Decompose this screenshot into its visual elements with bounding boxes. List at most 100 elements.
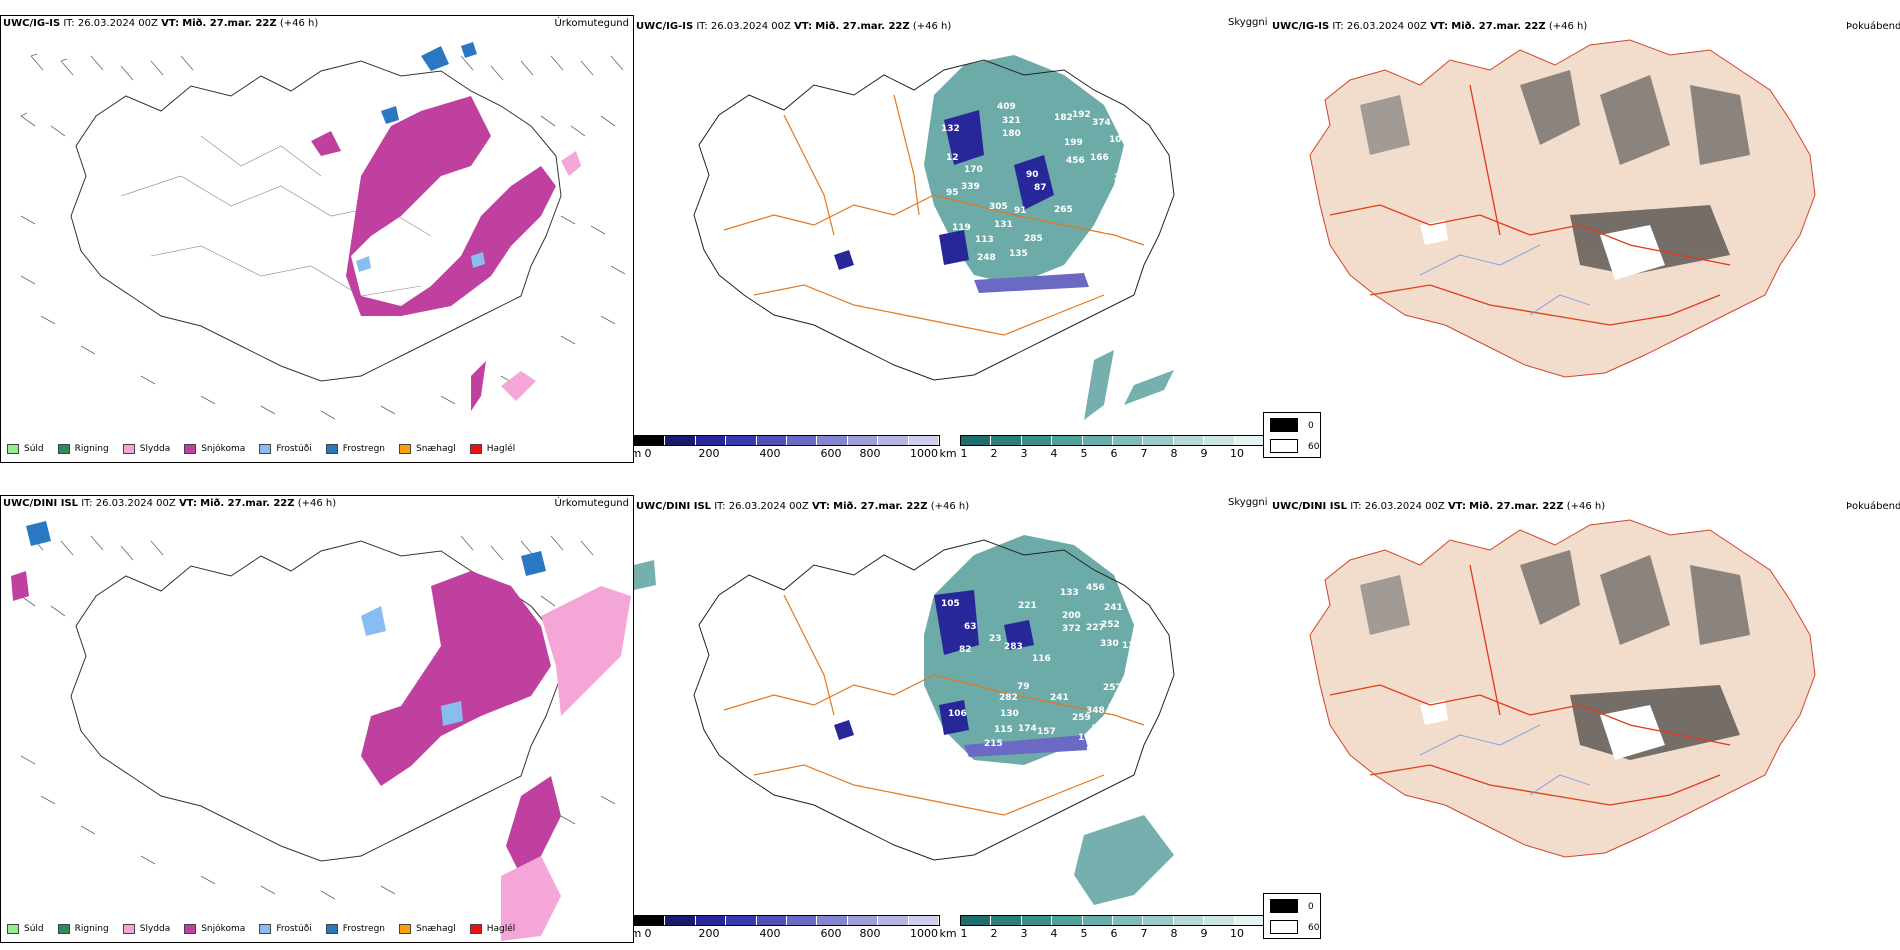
visibility-blue-blobs	[834, 110, 1089, 293]
swatch-snow-pellets	[399, 444, 412, 454]
legend-snow: Snjókoma	[184, 444, 245, 454]
precip-type-map	[11, 521, 631, 941]
visibility-colorbar-km-labels: km 1 2 3 4 5 6 7 8 9 10	[939, 447, 1244, 460]
visibility-title: Skyggni	[1228, 497, 1268, 508]
legend-drizzle: Súld	[7, 444, 44, 454]
visibility-map	[634, 535, 1175, 905]
init-value: 26.03.2024 00Z	[77, 18, 158, 29]
swatch-drizzle	[7, 444, 19, 454]
legend-freezing-drizzle: Frostúði	[259, 444, 312, 454]
swatch-freezing-rain	[325, 444, 338, 454]
legend-hail: Haglél	[469, 444, 515, 454]
header-row1-fog: UWC/IG-IS IT: 26.03.2024 00Z VT: Mið. 27…	[1272, 21, 1588, 32]
visibility-colorbar-m	[634, 435, 940, 446]
fog-legend-row2: 0 60	[1263, 893, 1321, 939]
freezing-rain-areas	[26, 521, 546, 576]
fog-panel-row1: UWC/IG-IS IT: 26.03.2024 00Z VT: Mið. 27…	[1270, 15, 1900, 463]
visibility-colorbar-m	[634, 915, 940, 926]
swatch-rain	[57, 924, 70, 934]
init-label: IT:	[63, 18, 75, 29]
swatch-snow	[184, 924, 197, 934]
header-row1-vis: UWC/IG-IS IT: 26.03.2024 00Z VT: Mið. 27…	[636, 21, 952, 32]
precip-legend: Súld Rigning Slydda Snjókoma Frostúði Fr…	[7, 924, 529, 934]
header-row2-precip: UWC/DINI ISL IT: 26.03.2024 00Z VT: Mið.…	[3, 498, 337, 509]
road-network	[1329, 84, 1731, 326]
fog-title: Þokuábendi	[1846, 501, 1900, 512]
swatch-snow	[184, 444, 197, 454]
unit-km: km	[939, 447, 957, 460]
swatch-freezing-rain	[325, 924, 338, 934]
swatch-snow-pellets	[399, 924, 412, 934]
valid-value: Mið. 27.mar. 22Z	[182, 18, 277, 29]
visibility-teal-sea	[1084, 350, 1174, 420]
visibility-blue-blobs	[834, 590, 1089, 757]
road-network	[1329, 564, 1731, 806]
glaciers	[1420, 700, 1665, 760]
precip-type-panel-row1: UWC/IG-IS IT: 26.03.2024 00Z VT: Mið. 27…	[0, 15, 634, 463]
freezing-drizzle-areas	[361, 606, 463, 726]
precip-legend: Súld Rigning Slydda Snjókoma Frostúði Fr…	[7, 444, 529, 454]
swatch-sleet	[122, 924, 135, 934]
iceland-outline	[70, 60, 562, 382]
wind-barbs	[20, 535, 616, 900]
snow-areas	[311, 96, 556, 411]
fog-swatch-high	[1270, 418, 1298, 432]
swatch-hail	[469, 444, 482, 454]
valid-label: VT:	[161, 18, 180, 29]
legend-rain: Rigning	[57, 444, 109, 454]
legend-snow-pellets: Snæhagl	[399, 444, 456, 454]
precip-type-title: Úrkomutegund	[554, 18, 629, 29]
precip-type-title: Úrkomutegund	[554, 498, 629, 509]
iceland-outline	[693, 539, 1175, 861]
snow-areas	[11, 571, 561, 876]
fog-swatch-low	[1270, 920, 1298, 934]
visibility-title: Skyggni	[1228, 17, 1268, 28]
model-name: UWC/IG-IS	[3, 18, 61, 29]
fog-legend-row1: 0 60	[1263, 412, 1321, 458]
iceland-outline	[693, 59, 1175, 381]
iceland-land-fill	[1309, 519, 1816, 858]
swatch-hail	[469, 924, 482, 934]
visibility-panel-row1: UWC/IG-IS IT: 26.03.2024 00Z VT: Mið. 27…	[634, 15, 1270, 463]
visibility-teal-area	[924, 535, 1134, 765]
header-row2-vis: UWC/DINI ISL IT: 26.03.2024 00Z VT: Mið.…	[636, 501, 970, 512]
fog-swatch-low	[1270, 439, 1298, 453]
visibility-teal-sea	[634, 560, 1174, 905]
fog-title: Þokuábendi	[1846, 21, 1900, 32]
swatch-rain	[57, 444, 70, 454]
header-row1-precip: UWC/IG-IS IT: 26.03.2024 00Z VT: Mið. 27…	[3, 18, 318, 29]
rivers	[1419, 724, 1591, 796]
header-row2-fog: UWC/DINI ISL IT: 26.03.2024 00Z VT: Mið.…	[1272, 501, 1606, 512]
glaciers	[1420, 220, 1665, 280]
fog-swatch-high	[1270, 899, 1298, 913]
road-network	[723, 594, 1145, 816]
iceland-land-fill	[1309, 39, 1816, 378]
fog-map	[1309, 519, 1816, 858]
sleet-areas	[501, 151, 581, 401]
fog-panel-row2: UWC/DINI ISL IT: 26.03.2024 00Z VT: Mið.…	[1270, 495, 1900, 943]
lead-time: (+46 h)	[279, 18, 319, 29]
legend-freezing-rain: Frostregn	[325, 444, 385, 454]
visibility-colorbar-m-labels: m 0 200 400 600 800 1000	[634, 447, 940, 461]
legend-sleet: Slydda	[122, 444, 170, 454]
unit-m: m	[634, 447, 642, 460]
visibility-colorbar-km	[960, 435, 1266, 446]
freezing-rain-areas	[381, 42, 477, 124]
fog-map	[1309, 39, 1816, 378]
visibility-panel-row2: UWC/DINI ISL IT: 26.03.2024 00Z VT: Mið.…	[634, 495, 1270, 943]
swatch-sleet	[122, 444, 135, 454]
visibility-colorbar-km-labels: km 1 2 3 4 5 6 7 8 9 10	[939, 927, 1244, 940]
swatch-freezing-drizzle	[259, 444, 272, 454]
visibility-colorbar-m-labels: m 0 200 400 600 800 1000	[634, 927, 938, 940]
wind-barbs	[20, 53, 626, 420]
swatch-drizzle	[7, 924, 19, 934]
sleet-areas	[501, 586, 631, 941]
freezing-drizzle-areas	[356, 252, 485, 272]
precip-type-panel-row2: UWC/DINI ISL IT: 26.03.2024 00Z VT: Mið.…	[0, 495, 634, 943]
precip-type-map	[20, 42, 626, 420]
rivers	[1419, 244, 1591, 316]
road-network	[723, 94, 1145, 336]
swatch-freezing-drizzle	[259, 924, 272, 934]
visibility-colorbar-km	[960, 915, 1266, 926]
visibility-map	[693, 55, 1175, 420]
